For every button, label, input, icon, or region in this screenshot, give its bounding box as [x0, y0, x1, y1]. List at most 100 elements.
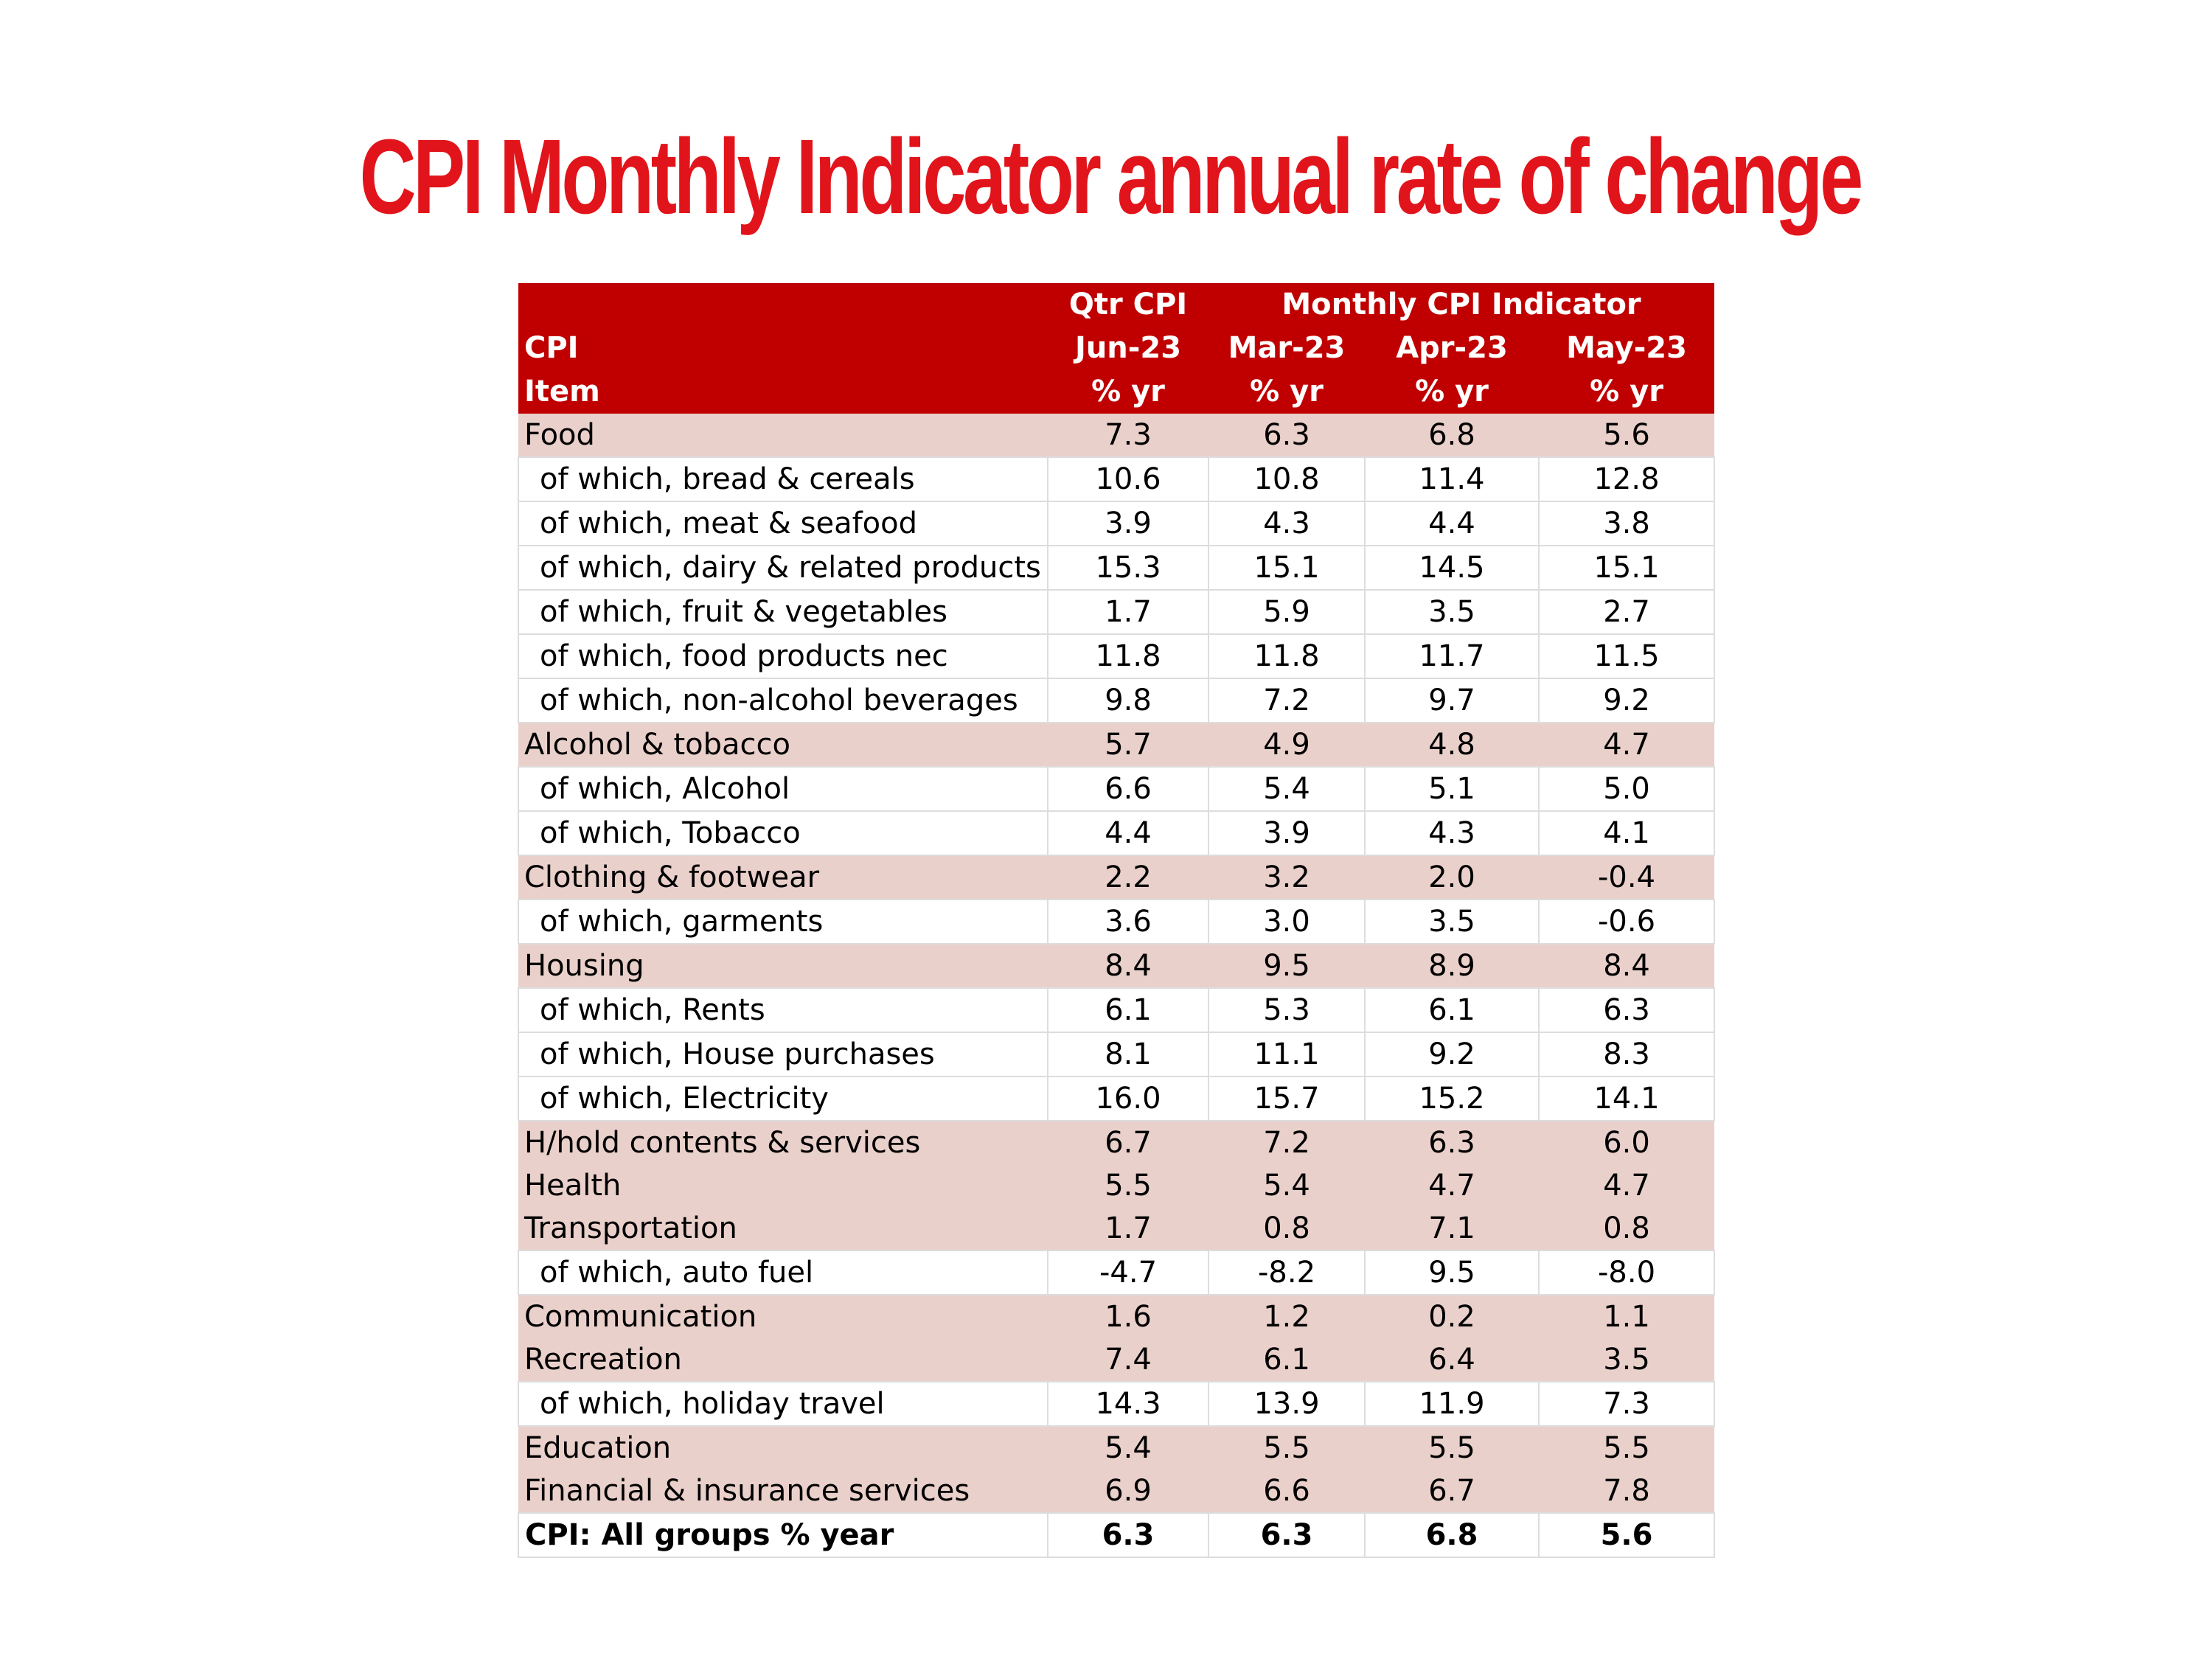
value-cell: 4.9	[1208, 723, 1365, 767]
value-cell: 5.4	[1208, 766, 1365, 812]
value-cell: -8.2	[1208, 1250, 1365, 1295]
header-cell	[518, 283, 1048, 327]
value-cell: 5.0	[1537, 766, 1716, 812]
value-cell: 12.8	[1537, 456, 1716, 502]
value-cell: 11.8	[1208, 633, 1365, 679]
table-row: of which, House purchases 8.1 11.1 9.2 8.3	[518, 1032, 1716, 1077]
header-cell: % yr	[1208, 370, 1365, 414]
value-cell: 5.6	[1539, 414, 1715, 457]
header-row: Item% yr% yr% yr% yr	[518, 370, 1715, 414]
row-label: Alcohol & tobacco	[518, 723, 1048, 767]
table-row: of which, Electricity 16.0 15.7 15.2 14.1	[518, 1076, 1716, 1121]
row-label: of which, Rents	[518, 987, 1048, 1033]
value-cell: 11.4	[1364, 456, 1539, 502]
value-cell: 1.2	[1208, 1295, 1365, 1338]
value-cell: 3.6	[1047, 899, 1208, 945]
row-label: Financial & insurance services	[518, 1470, 1048, 1513]
value-cell: 3.5	[1539, 1338, 1715, 1382]
row-label: of which, food products nec	[518, 633, 1048, 679]
value-cell: 5.5	[1365, 1426, 1539, 1470]
value-cell: 6.1	[1208, 1338, 1365, 1382]
value-cell: -8.0	[1537, 1250, 1716, 1295]
value-cell: 3.8	[1537, 501, 1716, 546]
value-cell: 6.1	[1364, 987, 1539, 1033]
value-cell: 4.7	[1365, 1164, 1539, 1207]
row-label: of which, holiday travel	[518, 1381, 1048, 1427]
table-row: Transportation 1.7 0.8 7.1 0.8	[518, 1207, 1715, 1251]
value-cell: 15.7	[1208, 1076, 1365, 1121]
value-cell: 6.0	[1539, 1121, 1715, 1164]
value-cell: 6.3	[1208, 1512, 1365, 1558]
table-body: Food 7.3 6.3 6.8 5.6 of which, bread & cereal…	[518, 414, 1716, 1558]
value-cell: 6.3	[1365, 1121, 1539, 1164]
value-cell: 6.9	[1048, 1470, 1208, 1513]
value-cell: 8.9	[1365, 944, 1539, 988]
row-label: of which, bread & cereals	[518, 456, 1048, 502]
header-cell: Mar-23	[1208, 327, 1365, 370]
value-cell: 6.1	[1047, 987, 1208, 1033]
value-cell: 4.7	[1539, 1164, 1715, 1207]
value-cell: 6.4	[1365, 1338, 1539, 1382]
value-cell: 5.4	[1208, 1164, 1365, 1207]
row-label: of which, Tobacco	[518, 810, 1048, 856]
row-label: Education	[518, 1426, 1048, 1470]
header-cell: % yr	[1365, 370, 1539, 414]
value-cell: 11.5	[1537, 633, 1716, 679]
value-cell: 8.3	[1537, 1032, 1716, 1077]
row-label: Transportation	[518, 1207, 1048, 1251]
value-cell: 14.5	[1364, 545, 1539, 591]
table-row: of which, meat & seafood 3.9 4.3 4.4 3.8	[518, 501, 1716, 546]
value-cell: 6.6	[1208, 1470, 1365, 1513]
value-cell: 3.9	[1047, 501, 1208, 546]
header-cell: % yr	[1048, 370, 1208, 414]
table-row: H/hold contents & services 6.7 7.2 6.3 6.0	[518, 1121, 1715, 1164]
header-cell-span: Monthly CPI Indicator	[1208, 283, 1715, 327]
row-label: Communication	[518, 1295, 1048, 1338]
value-cell: 2.2	[1048, 855, 1208, 900]
value-cell: 4.3	[1208, 501, 1365, 546]
value-cell: 11.7	[1364, 633, 1539, 679]
table-row: of which, dairy & related products 15.3 15…	[518, 545, 1716, 591]
value-cell: 6.7	[1048, 1121, 1208, 1164]
value-cell: 7.2	[1208, 1121, 1365, 1164]
value-cell: 6.6	[1047, 766, 1208, 812]
row-label: of which, House purchases	[518, 1032, 1048, 1077]
value-cell: 2.0	[1365, 855, 1539, 900]
value-cell: 5.5	[1048, 1164, 1208, 1207]
value-cell: 6.7	[1365, 1470, 1539, 1513]
value-cell: 8.1	[1047, 1032, 1208, 1077]
value-cell: 9.8	[1047, 678, 1208, 723]
header-cell: Item	[518, 370, 1048, 414]
value-cell: 7.3	[1537, 1381, 1716, 1427]
value-cell: 14.1	[1537, 1076, 1716, 1121]
table-row: Alcohol & tobacco 5.7 4.9 4.8 4.7	[518, 723, 1715, 767]
value-cell: -4.7	[1047, 1250, 1208, 1295]
value-cell: 6.8	[1364, 1512, 1539, 1558]
value-cell: 9.2	[1364, 1032, 1539, 1077]
value-cell: 7.3	[1048, 414, 1208, 457]
value-cell: 3.5	[1364, 589, 1539, 635]
value-cell: 0.8	[1539, 1207, 1715, 1251]
row-label: of which, fruit & vegetables	[518, 589, 1048, 635]
row-label: Clothing & footwear	[518, 855, 1048, 900]
value-cell: 1.7	[1048, 1207, 1208, 1251]
value-cell: 2.7	[1537, 589, 1716, 635]
value-cell: 8.4	[1048, 944, 1208, 988]
row-label: of which, Alcohol	[518, 766, 1048, 812]
cpi-table: Qtr CPI Monthly CPI Indicator CPI Jun-23 Mar…	[518, 283, 1716, 1558]
header-row: Qtr CPI Monthly CPI Indicator	[518, 283, 1715, 327]
row-label: of which, garments	[518, 899, 1048, 945]
table-row: Communication 1.6 1.2 0.2 1.1	[518, 1295, 1715, 1338]
value-cell: 5.9	[1208, 589, 1365, 635]
value-cell: 8.4	[1539, 944, 1715, 988]
table-row: of which, Rents 6.1 5.3 6.1 6.3	[518, 987, 1716, 1033]
value-cell: 1.6	[1048, 1295, 1208, 1338]
header-cell: Qtr CPI	[1048, 283, 1208, 327]
table-row: Financial & insurance services 6.9 6.6 6.7 7…	[518, 1470, 1715, 1513]
value-cell: 4.8	[1365, 723, 1539, 767]
value-cell: 15.2	[1364, 1076, 1539, 1121]
row-label: CPI: All groups % year	[518, 1512, 1048, 1558]
value-cell: 4.1	[1537, 810, 1716, 856]
row-label: H/hold contents & services	[518, 1121, 1048, 1164]
value-cell: 5.1	[1364, 766, 1539, 812]
